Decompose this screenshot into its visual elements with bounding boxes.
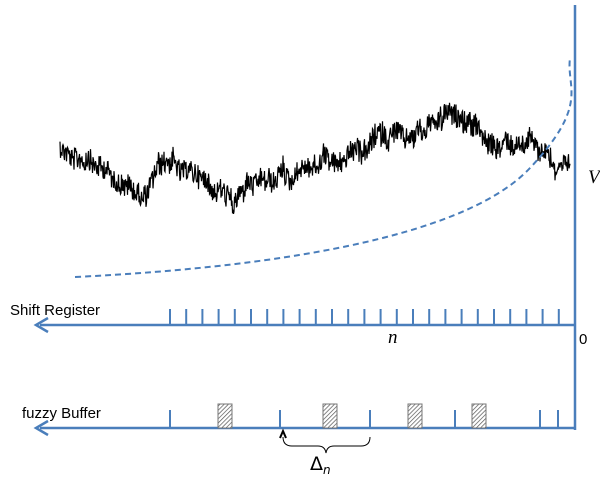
delta-subscript: n [323, 463, 331, 477]
buffer-cell [471, 403, 487, 429]
arrow-head [33, 419, 49, 437]
buffer-cells [217, 403, 487, 429]
delta: Δ [310, 453, 323, 475]
origin-label: 0 [579, 331, 587, 348]
index-label: n [388, 327, 398, 348]
buffer-cell [322, 403, 338, 429]
delta-label: Δn [310, 453, 331, 477]
buffer-ticks [169, 410, 559, 428]
shift-register-ticks [169, 309, 560, 325]
signal-axis-label: V [588, 167, 600, 188]
buffer-cell [407, 403, 423, 429]
buffer-label: fuzzy Buffer [22, 405, 101, 422]
shift-register-label: Shift Register [10, 302, 100, 319]
arrow-head [33, 316, 49, 334]
buffer-cell [217, 403, 233, 429]
signal-line [59, 102, 571, 215]
signal-trace [59, 102, 571, 215]
brace [282, 436, 371, 454]
pointer [279, 428, 287, 439]
threshold-curve [74, 57, 573, 278]
